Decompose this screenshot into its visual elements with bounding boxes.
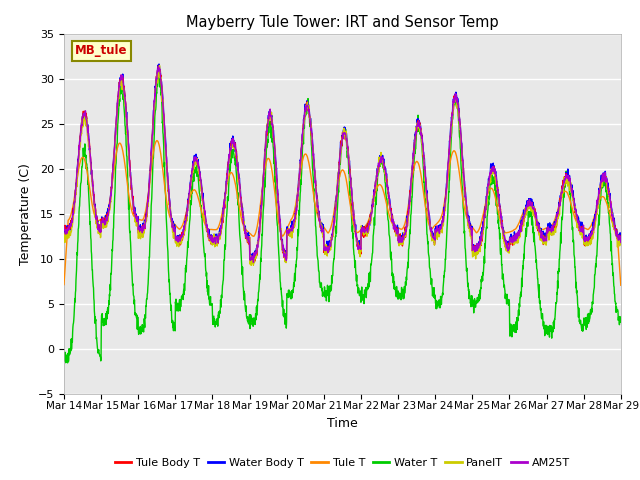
Legend: Tule Body T, Water Body T, Tule T, Water T, PanelT, AM25T: Tule Body T, Water Body T, Tule T, Water… xyxy=(110,453,575,472)
Text: MB_tule: MB_tule xyxy=(75,44,127,58)
Y-axis label: Temperature (C): Temperature (C) xyxy=(19,163,33,264)
X-axis label: Time: Time xyxy=(327,417,358,430)
Title: Mayberry Tule Tower: IRT and Sensor Temp: Mayberry Tule Tower: IRT and Sensor Temp xyxy=(186,15,499,30)
